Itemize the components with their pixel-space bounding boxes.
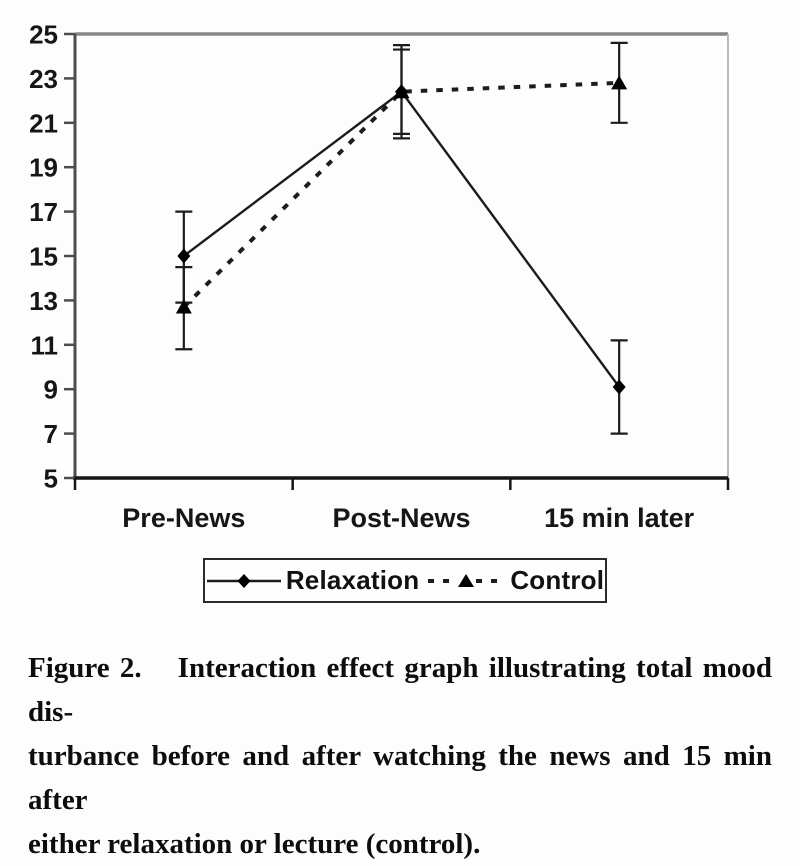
y-tick-label-15: 15	[29, 242, 58, 272]
control-line	[182, 80, 620, 309]
x-category-label-1: Post-News	[332, 503, 470, 533]
caption-line-3: either relaxation or lecture (control).	[28, 828, 481, 860]
y-tick-label-13: 13	[29, 286, 58, 316]
control-triangle-marker-1	[393, 84, 410, 99]
y-tick-label-11: 11	[31, 330, 59, 360]
control-line-sample-icon	[428, 573, 505, 587]
caption-line-2: turbance before and after watching the n…	[28, 740, 772, 816]
x-category-label-0: Pre-News	[122, 503, 245, 533]
x-category-label-2: 15 min later	[544, 503, 695, 533]
legend-label-relaxation: Relaxation	[285, 565, 420, 595]
diamond-marker-icon	[237, 573, 251, 588]
legend-item-relaxation: Relaxation	[206, 565, 420, 596]
y-tick-label-5: 5	[44, 464, 58, 494]
y-tick-label-19: 19	[29, 153, 58, 183]
caption-line-1-text: Interaction effect graph illustrating to…	[28, 652, 773, 728]
control-triangle-marker-0	[175, 299, 192, 314]
figure-caption: Figure 2. Interaction effect graph illust…	[28, 646, 772, 866]
y-tick-label-21: 21	[29, 108, 58, 138]
caption-line-1: Figure 2. Interaction effect graph illust…	[28, 646, 772, 734]
relaxation-diamond-marker-2	[612, 379, 626, 395]
y-tick-label-25: 25	[29, 20, 58, 50]
legend-item-control: Control	[426, 565, 604, 596]
y-tick-label-23: 23	[29, 64, 58, 94]
relaxation-diamond-marker-0	[177, 248, 191, 264]
triangle-marker-icon	[458, 573, 475, 587]
chart-svg: 25 23 21 19 17 15 13 11 9 7 5 Pre-News Post-News 15 m…	[29, 20, 730, 533]
legend-label-control: Control	[510, 565, 605, 595]
chart-legend: Relaxation Control	[203, 558, 607, 603]
y-tick-label-17: 17	[29, 197, 58, 227]
y-tick-label-7: 7	[44, 419, 58, 449]
relaxation-line-sample-icon	[206, 573, 281, 588]
figure-container: 25 23 21 19 17 15 13 11 9 7 5 Pre-News Post-News 15 m…	[28, 20, 772, 861]
figure-label: Figure 2.	[28, 652, 142, 684]
control-triangle-marker-2	[611, 75, 628, 90]
y-tick-label-9: 9	[44, 375, 58, 405]
